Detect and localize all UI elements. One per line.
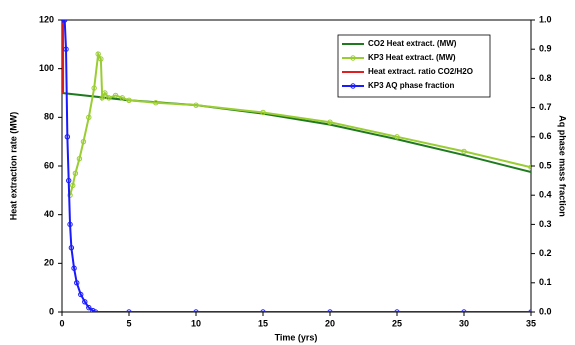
y2-tick-label: 0.4 bbox=[539, 190, 552, 200]
series-marker bbox=[327, 119, 333, 125]
series-marker bbox=[461, 309, 467, 312]
y-tick-label: 100 bbox=[39, 63, 54, 73]
series-marker bbox=[394, 134, 400, 140]
series-marker bbox=[66, 177, 72, 184]
legend-label: Heat extract. ratio CO2/H2O bbox=[368, 67, 473, 76]
x-tick-label: 10 bbox=[191, 318, 201, 328]
x-tick-label: 0 bbox=[59, 318, 64, 328]
x-tick-label: 25 bbox=[392, 318, 402, 328]
legend-marker bbox=[350, 55, 356, 61]
y2-tick-label: 0.2 bbox=[539, 248, 552, 258]
legend-label: KP3 AQ phase fraction bbox=[368, 81, 455, 90]
series-line bbox=[62, 92, 531, 174]
series-marker bbox=[98, 56, 104, 62]
series-marker bbox=[63, 46, 69, 52]
y-tick-label: 60 bbox=[44, 160, 54, 170]
y2-tick-label: 0.3 bbox=[539, 219, 552, 229]
series-marker bbox=[153, 100, 159, 106]
series-marker bbox=[62, 20, 68, 23]
series-marker bbox=[82, 299, 88, 305]
y2-tick-label: 0.0 bbox=[539, 306, 552, 316]
y2-tick-label: 0.7 bbox=[539, 102, 552, 112]
y2-tick-label: 0.6 bbox=[539, 131, 552, 141]
series-marker bbox=[260, 309, 266, 312]
series-marker bbox=[95, 51, 101, 57]
x-tick-label: 15 bbox=[258, 318, 268, 328]
y-axis-title: Heat extraction rate (MW) bbox=[8, 112, 18, 221]
y-tick-label: 80 bbox=[44, 112, 54, 122]
series-marker bbox=[92, 309, 99, 312]
series-marker bbox=[91, 85, 97, 91]
y2-tick-label: 1.0 bbox=[539, 14, 552, 24]
series-marker bbox=[78, 291, 84, 298]
series-marker bbox=[126, 309, 132, 312]
series-marker bbox=[68, 245, 75, 251]
series-marker bbox=[86, 114, 92, 121]
x-tick-label: 30 bbox=[459, 318, 469, 328]
plot-area bbox=[62, 20, 531, 312]
legend-marker bbox=[350, 83, 356, 89]
series-marker bbox=[67, 221, 73, 228]
y-tick-label: 20 bbox=[44, 258, 54, 268]
x-tick-label: 5 bbox=[126, 318, 131, 328]
y-tick-label: 0 bbox=[49, 306, 54, 316]
series-marker bbox=[193, 102, 199, 108]
legend-label: KP3 Heat extract. (MW) bbox=[368, 53, 456, 62]
series-marker bbox=[70, 182, 76, 189]
series-line bbox=[69, 50, 531, 196]
series-marker bbox=[193, 309, 199, 312]
series-marker bbox=[260, 109, 266, 116]
series-marker bbox=[126, 97, 132, 104]
y2-axis-title: Aq phase mass fraction bbox=[558, 115, 568, 217]
series-line bbox=[62, 20, 531, 312]
series-marker bbox=[71, 265, 77, 271]
x-axis-title: Time (yrs) bbox=[275, 332, 318, 342]
series-marker bbox=[528, 164, 531, 170]
y-tick-label: 120 bbox=[39, 14, 54, 24]
series-marker bbox=[80, 138, 87, 145]
y2-tick-label: 0.9 bbox=[539, 44, 552, 54]
series-marker bbox=[461, 148, 467, 155]
x-tick-label: 20 bbox=[325, 318, 335, 328]
legend-label: CO2 Heat extract. (MW) bbox=[368, 39, 457, 48]
series-marker bbox=[106, 95, 112, 101]
x-tick-label: 35 bbox=[526, 318, 536, 328]
series-marker bbox=[119, 95, 126, 101]
series-marker bbox=[72, 170, 79, 177]
series-marker bbox=[327, 309, 333, 312]
y-tick-label: 40 bbox=[44, 209, 54, 219]
series-marker bbox=[64, 134, 71, 140]
series-marker bbox=[394, 309, 400, 312]
series-marker bbox=[99, 95, 105, 101]
series-marker bbox=[112, 92, 119, 99]
series-marker bbox=[528, 309, 531, 312]
series-marker bbox=[102, 90, 108, 96]
series-marker bbox=[90, 307, 96, 312]
y2-tick-label: 0.5 bbox=[539, 160, 552, 170]
series-marker bbox=[86, 304, 92, 311]
series-marker bbox=[76, 156, 83, 162]
y2-tick-label: 0.1 bbox=[539, 277, 552, 287]
y2-tick-label: 0.8 bbox=[539, 73, 552, 83]
series-marker bbox=[74, 280, 80, 286]
